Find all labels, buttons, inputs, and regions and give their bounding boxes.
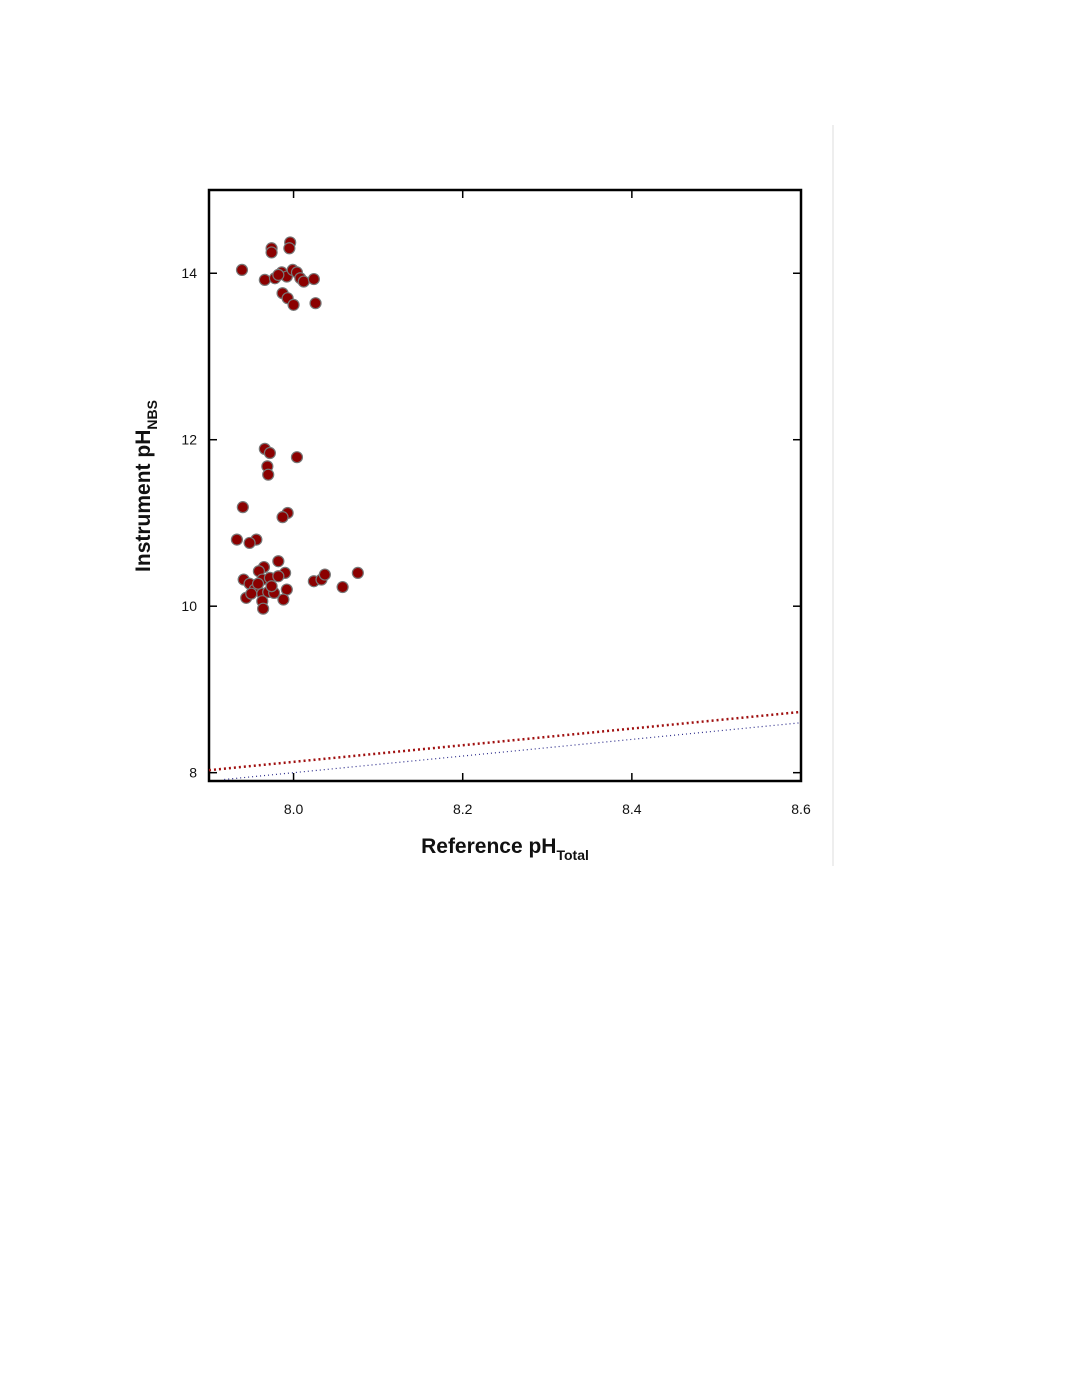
x-tick-label: 8.2 xyxy=(453,801,473,817)
y-label-main: Instrument pH xyxy=(132,430,155,572)
data-point xyxy=(283,242,296,255)
y-tick-label: 8 xyxy=(189,765,197,781)
y-tick-label: 12 xyxy=(181,432,197,448)
data-point xyxy=(243,536,256,550)
data-point xyxy=(309,297,322,310)
data-point xyxy=(277,593,290,606)
data-point xyxy=(245,587,258,600)
reference-line xyxy=(224,722,802,781)
x-tick-label: 8.0 xyxy=(284,801,304,817)
data-point xyxy=(265,246,278,259)
x-tick-label: 8.4 xyxy=(622,801,642,817)
data-point xyxy=(276,511,289,524)
y-tick-label: 14 xyxy=(181,265,197,281)
data-point xyxy=(318,568,331,581)
data-point xyxy=(272,268,285,282)
x-label-sub: Total xyxy=(556,847,588,863)
y-tick-label: 10 xyxy=(181,598,197,614)
reference-line xyxy=(208,710,802,772)
x-tick-label: 8.6 xyxy=(791,801,811,817)
data-point xyxy=(230,533,244,546)
data-point xyxy=(290,451,304,464)
x-axis-label: Reference pHTotal xyxy=(421,835,589,863)
y-axis-label: Instrument pHNBS xyxy=(132,400,160,572)
data-point xyxy=(263,446,276,460)
y-label-sub: NBS xyxy=(144,400,160,430)
data-point xyxy=(351,566,364,580)
data-point xyxy=(236,501,249,514)
data-point xyxy=(307,272,320,286)
data-point xyxy=(272,555,285,568)
plot-frame xyxy=(207,188,803,783)
data-point xyxy=(258,273,271,286)
data-point xyxy=(280,583,293,596)
x-label-main: Reference pH xyxy=(421,835,556,858)
data-point xyxy=(297,275,310,288)
data-point xyxy=(257,602,270,615)
data-point xyxy=(265,580,278,593)
data-point xyxy=(251,577,265,590)
data-point xyxy=(336,580,349,594)
data-point xyxy=(235,263,249,277)
data-point xyxy=(287,298,300,311)
data-point xyxy=(272,570,285,583)
data-point xyxy=(262,468,275,481)
